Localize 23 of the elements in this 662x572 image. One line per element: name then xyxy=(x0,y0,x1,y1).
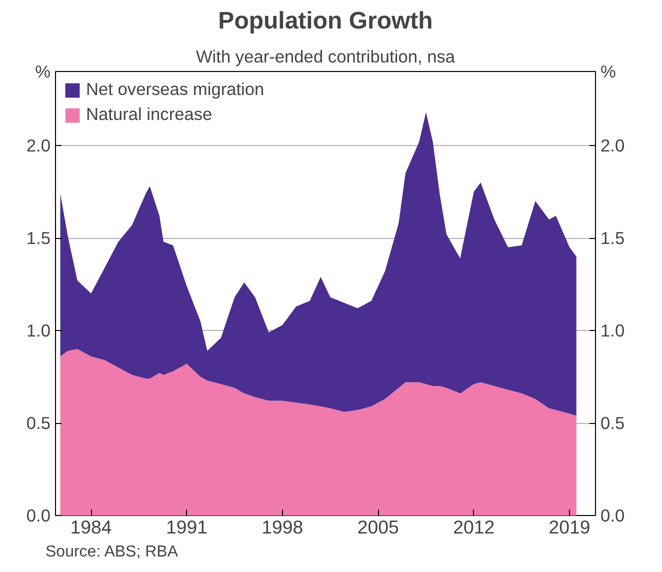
y-tick-label: 1.5 xyxy=(26,228,51,248)
x-tick-label: 1991 xyxy=(166,516,208,538)
y2-tick-label: 1.5 xyxy=(600,228,625,248)
x-tick-label: 2005 xyxy=(357,516,399,538)
y2-tick-label: 1.0 xyxy=(600,320,625,340)
y2-axis-title: % xyxy=(600,62,616,82)
legend-label: Natural increase xyxy=(86,104,212,125)
chart-subtitle: With year-ended contribution, nsa xyxy=(196,46,456,66)
x-tick-label: 1998 xyxy=(262,516,304,538)
y-axis-title: % xyxy=(35,62,51,82)
y2-tick-label: 2.0 xyxy=(600,136,625,156)
legend-label: Net overseas migration xyxy=(86,79,264,100)
y2-tick-label: 0.5 xyxy=(600,413,625,433)
y-tick-label: 0.0 xyxy=(26,506,51,526)
x-tick-label: 1984 xyxy=(70,516,112,538)
y-tick-label: 1.0 xyxy=(26,320,51,340)
y-tick-label: 2.0 xyxy=(26,136,51,156)
source-note: Source: ABS; RBA xyxy=(46,544,178,560)
x-tick-label: 2019 xyxy=(548,516,590,538)
chart-title: Population Growth xyxy=(218,8,433,34)
y2-tick-label: 0.0 xyxy=(600,506,625,526)
x-tick-label: 2012 xyxy=(453,516,495,538)
y-tick-label: 0.5 xyxy=(26,413,51,433)
